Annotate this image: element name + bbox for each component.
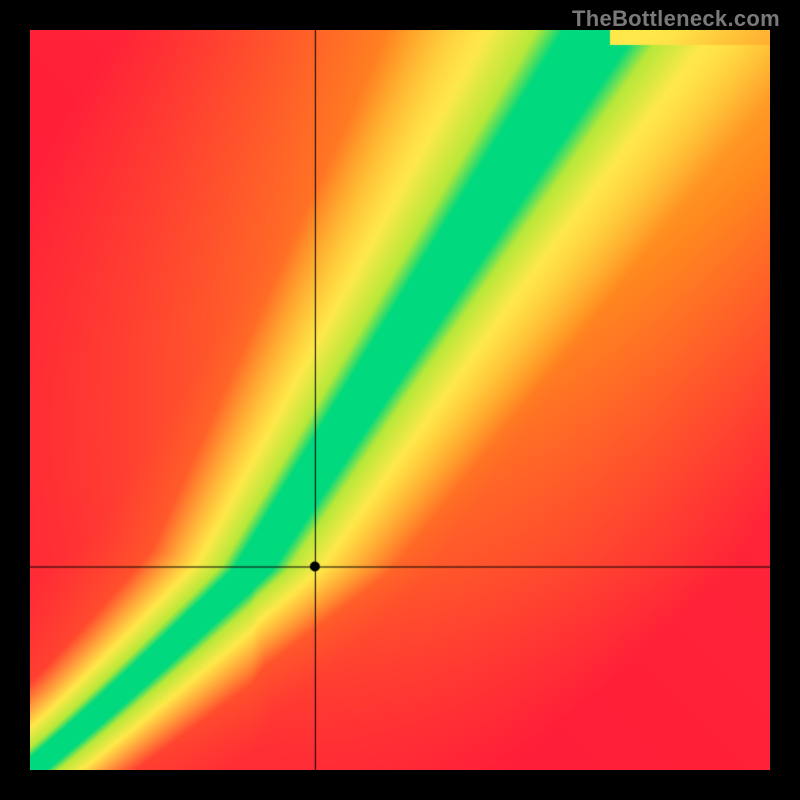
heatmap-canvas bbox=[30, 30, 770, 770]
chart-container: TheBottleneck.com bbox=[0, 0, 800, 800]
heatmap-plot bbox=[30, 30, 770, 770]
watermark-text: TheBottleneck.com bbox=[572, 6, 780, 32]
